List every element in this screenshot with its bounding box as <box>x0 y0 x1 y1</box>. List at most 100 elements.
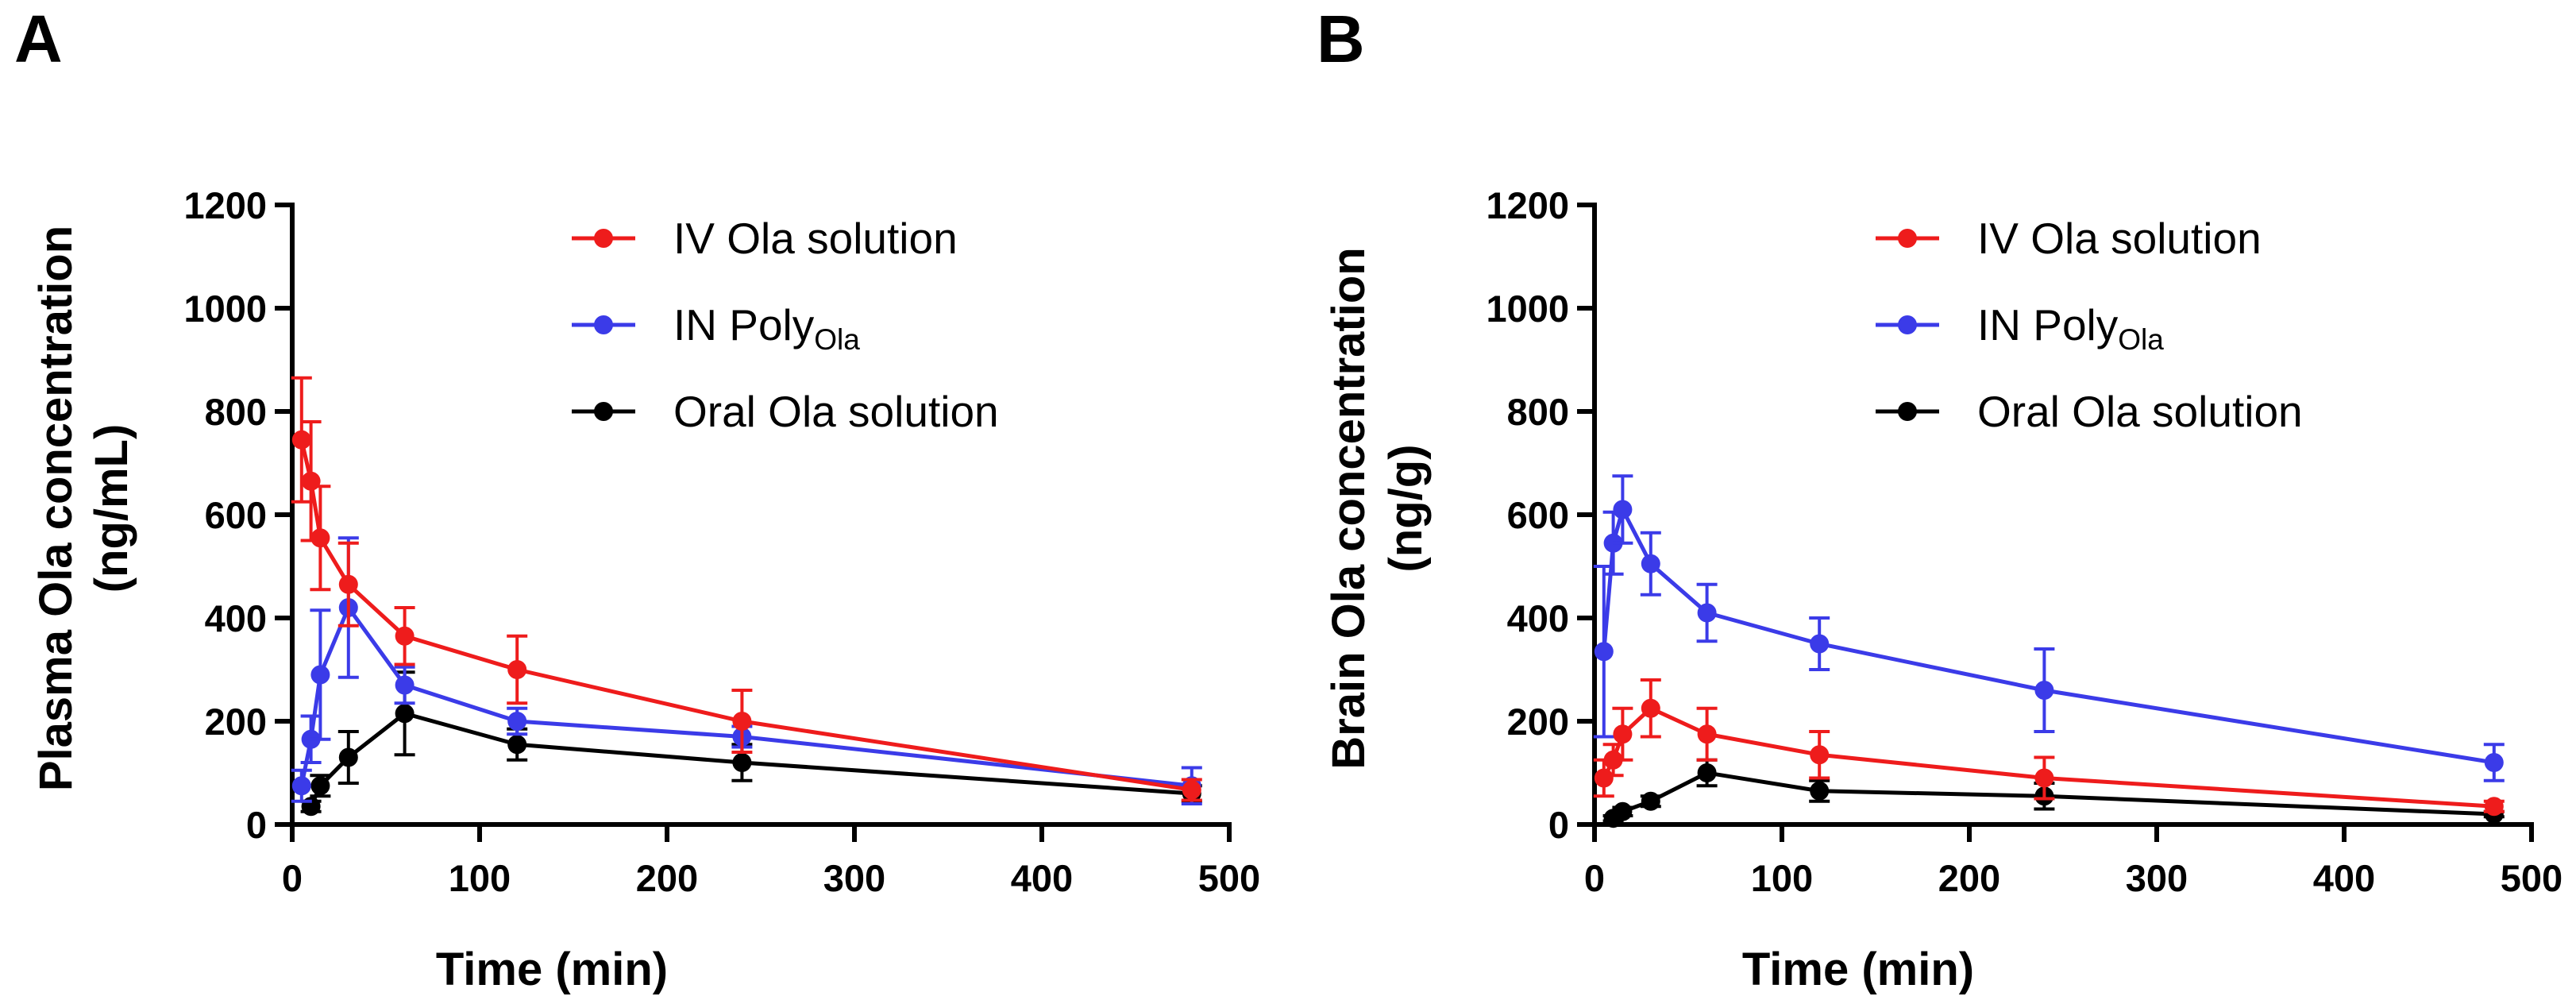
panel-a-ylabel-line1: Plasma Ola concentration <box>30 226 82 791</box>
panel-b-series-iv-point <box>2484 797 2504 817</box>
panel-b-series-iv-point <box>2034 768 2054 788</box>
panel-b-series-oral <box>1602 758 2505 828</box>
panel-a-series-iv-point <box>291 430 311 450</box>
panel-b: B Brain Ola concentration (ng/g) Time (m… <box>1317 2 2563 995</box>
panel-a-legend: IV Ola solution IN PolyOla Oral Ola soluti… <box>572 214 999 436</box>
panel-a-series-iv-point <box>310 528 330 548</box>
panel-b-series-in-point <box>1697 603 1717 623</box>
panel-a-series-oral-point <box>338 747 358 767</box>
panel-b-series-iv-point <box>1613 724 1633 744</box>
panel-a-series-in-point <box>395 675 415 695</box>
panel-a-legend-label-main: IN Poly <box>673 300 815 349</box>
panel-b-x-tick-label: 400 <box>2313 857 2375 899</box>
panel-a-series-oral-point <box>395 704 415 724</box>
panel-a-series-in-point <box>291 776 311 796</box>
panel-a-x-tick-label: 200 <box>636 857 698 899</box>
panel-a-x-tick-label: 300 <box>823 857 885 899</box>
panel-a-legend-marker-oral <box>594 402 613 421</box>
panel-b-legend-label-main: IN Poly <box>1977 300 2119 349</box>
panel-b-series-oral-point <box>1641 791 1660 811</box>
panel-a-y-tick-label: 1200 <box>183 184 267 226</box>
panel-b-letter: B <box>1317 2 1365 76</box>
panel-b-legend-label-oral: Oral Ola solution <box>1977 387 2303 436</box>
panel-a-y-tick-label: 0 <box>246 804 267 846</box>
panel-a-x-tick-label: 500 <box>1198 857 1260 899</box>
panel-a-series-oral-point <box>732 753 752 772</box>
panel-a-x-tick-label: 100 <box>449 857 511 899</box>
panel-b-series-in-line <box>1602 504 2495 765</box>
panel-b-xlabel: Time (min) <box>1742 944 1974 995</box>
panel-b-series-in-point <box>2484 753 2504 772</box>
panel-a-letter: A <box>14 2 63 76</box>
panel-b-y-tick-label: 400 <box>1507 597 1569 639</box>
panel-a-legend-label-main: Oral Ola solution <box>673 387 999 436</box>
panel-a-legend-label-iv: IV Ola solution <box>673 214 958 263</box>
panel-a-legend-marker-iv <box>594 229 613 248</box>
panel-b-series-in-point <box>2034 681 2054 700</box>
panel-b-series-in-point <box>1613 500 1633 519</box>
panel-a-y-tick-label: 200 <box>205 701 267 743</box>
panel-b-series-iv <box>1593 678 2505 817</box>
panel-b-y-tick-label: 0 <box>1548 804 1569 846</box>
panel-b-series-iv-point <box>1697 724 1717 744</box>
panel-b-x-tick-label: 200 <box>1938 857 2000 899</box>
panel-b-legend-label-subscript: Ola <box>2118 323 2164 356</box>
panel-a-series-oral-point <box>310 776 330 796</box>
panel-b-series-in-point <box>1594 642 1614 662</box>
panel-b-series-oral-point <box>1697 763 1717 782</box>
panel-b-plot: 0 200 400 600 800 1000 1200 0 100 200 300 400 500 <box>1486 184 2563 899</box>
panel-a-series-iv-point <box>395 626 415 646</box>
panel-b-x-tick-label: 100 <box>1751 857 1813 899</box>
panel-b-legend-label-main: IV Ola solution <box>1977 214 2262 263</box>
panel-b-x-tick-label: 500 <box>2501 857 2563 899</box>
panel-a-x-tick-label: 400 <box>1011 857 1073 899</box>
panel-b-series-in <box>1593 474 2505 782</box>
panel-a-legend-label-oral: Oral Ola solution <box>673 387 999 436</box>
panel-a-series-iv-point <box>1182 780 1201 800</box>
panel-a-series-in-point <box>507 712 527 731</box>
panel-b-ylabel-line1: Brain Ola concentration <box>1323 247 1375 769</box>
panel-b-x-tick-label: 0 <box>1584 857 1605 899</box>
panel-a-legend-label-in: IN PolyOla <box>673 300 860 356</box>
panel-b-y-tick-label: 800 <box>1507 391 1569 433</box>
panel-b-series-oral-point <box>1810 781 1830 801</box>
panel-b-y-tick-label: 200 <box>1507 701 1569 743</box>
panel-a-plot: 0 200 400 600 800 1000 1200 0 100 200 300 400 500 <box>183 184 1260 899</box>
panel-a: A Plasma Ola concentration (ng/mL) Time … <box>14 2 1260 995</box>
panel-b-legend-marker-oral <box>1898 402 1917 421</box>
panel-a-x-tick-label: 0 <box>282 857 303 899</box>
panel-b-series-iv-point <box>1641 698 1660 718</box>
panel-a-series-iv-point <box>338 574 358 594</box>
panel-b-y-tick-label: 1000 <box>1486 288 1569 330</box>
panel-b-legend-label-main: Oral Ola solution <box>1977 387 2303 436</box>
panel-a-ylabel-line2: (ng/mL) <box>86 424 137 593</box>
panel-b-legend-label-iv: IV Ola solution <box>1977 214 2262 263</box>
panel-b-series-iv-point <box>1810 745 1830 765</box>
panel-a-series-oral-point <box>507 735 527 755</box>
panel-b-ylabel-line2: (ng/g) <box>1380 444 1432 572</box>
panel-b-y-tick-label: 1200 <box>1486 184 1569 226</box>
panel-b-y-tick-label: 600 <box>1507 494 1569 536</box>
panel-a-y-tick-label: 800 <box>205 391 267 433</box>
panel-a-y-tick-label: 1000 <box>183 288 267 330</box>
panel-a-xlabel: Time (min) <box>436 944 668 995</box>
panel-b-legend: IV Ola solution IN PolyOla Oral Ola soluti… <box>1876 214 2303 436</box>
panel-b-legend-marker-in <box>1898 315 1917 334</box>
panel-b-x-tick-label: 300 <box>2126 857 2188 899</box>
panel-a-legend-marker-in <box>594 315 613 334</box>
panel-a-series-iv-point <box>732 712 752 731</box>
panel-b-series-oral-point <box>1613 801 1633 821</box>
panel-a-y-tick-label: 600 <box>205 494 267 536</box>
panel-b-legend-label-in: IN PolyOla <box>1977 300 2164 356</box>
panel-a-legend-label-subscript: Ola <box>814 323 860 356</box>
panel-b-series-iv-point <box>1594 768 1614 788</box>
panel-b-legend-marker-iv <box>1898 229 1917 248</box>
panel-a-series-iv <box>291 376 1202 802</box>
panel-a-series-in-point <box>310 665 330 685</box>
panel-b-series-in-point <box>1810 634 1830 654</box>
panel-a-y-tick-label: 400 <box>205 597 267 639</box>
panel-a-legend-label-main: IV Ola solution <box>673 214 958 263</box>
panel-b-series-in-point <box>1641 554 1660 573</box>
panel-a-series-iv-point <box>507 660 527 679</box>
